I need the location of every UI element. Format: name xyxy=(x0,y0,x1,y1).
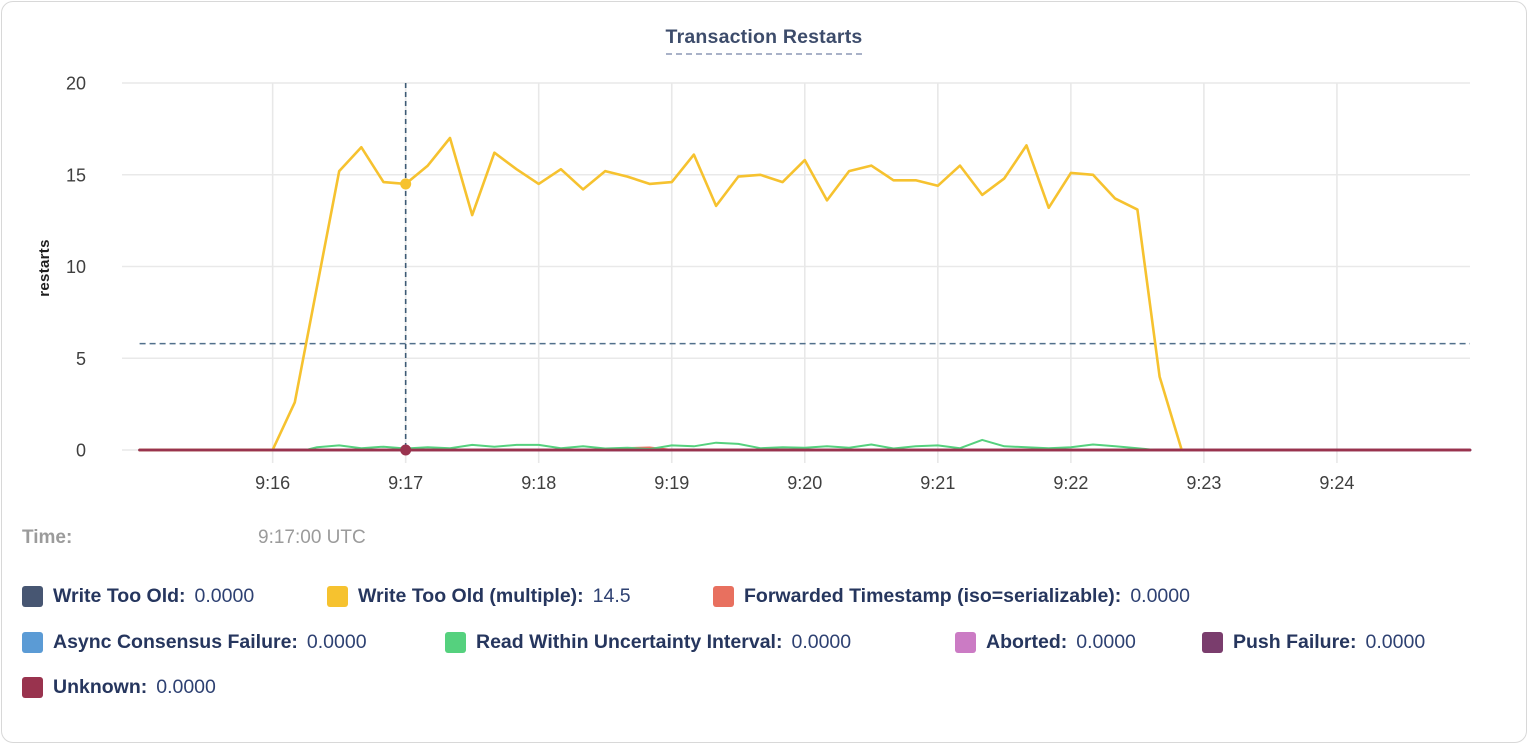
crosshair-point-write-too-old-multiple xyxy=(400,178,412,190)
x-tick-label: 9:19 xyxy=(654,473,689,493)
x-tick-label: 9:17 xyxy=(388,473,423,493)
time-value: 9:17:00 UTC xyxy=(258,527,366,548)
x-tick-label: 9:24 xyxy=(1319,473,1354,493)
x-tick-label: 9:21 xyxy=(920,473,955,493)
x-tick-label: 9:16 xyxy=(255,473,290,493)
chart-header: Transaction Restarts xyxy=(0,26,1528,55)
y-tick-label: 15 xyxy=(66,165,86,185)
transaction-restarts-chart[interactable]: 0 5 10 15 20 9:16 9:17 9:18 9:19 9:20 9:21 9:22 9:23… xyxy=(0,0,1528,510)
crosshair-point-unknown xyxy=(400,444,412,456)
y-tick-label: 5 xyxy=(76,349,86,369)
x-tick-label: 9:22 xyxy=(1053,473,1088,493)
x-tick-label: 9:20 xyxy=(787,473,822,493)
series-write-too-old-multiple-line xyxy=(138,136,1183,452)
x-tick-label: 9:23 xyxy=(1186,473,1221,493)
x-tick-label: 9:18 xyxy=(521,473,556,493)
time-label: Time: xyxy=(22,527,73,548)
chart-title[interactable]: Transaction Restarts xyxy=(665,26,863,55)
hover-time-row: Time: 9:17:00 UTC xyxy=(0,527,1528,553)
y-tick-label: 0 xyxy=(76,441,86,461)
y-tick-label: 20 xyxy=(66,74,86,94)
series-read-within-uncertainty-interval-line xyxy=(138,438,1157,451)
y-tick-label: 10 xyxy=(66,257,86,277)
y-axis-label: restarts xyxy=(36,239,53,297)
